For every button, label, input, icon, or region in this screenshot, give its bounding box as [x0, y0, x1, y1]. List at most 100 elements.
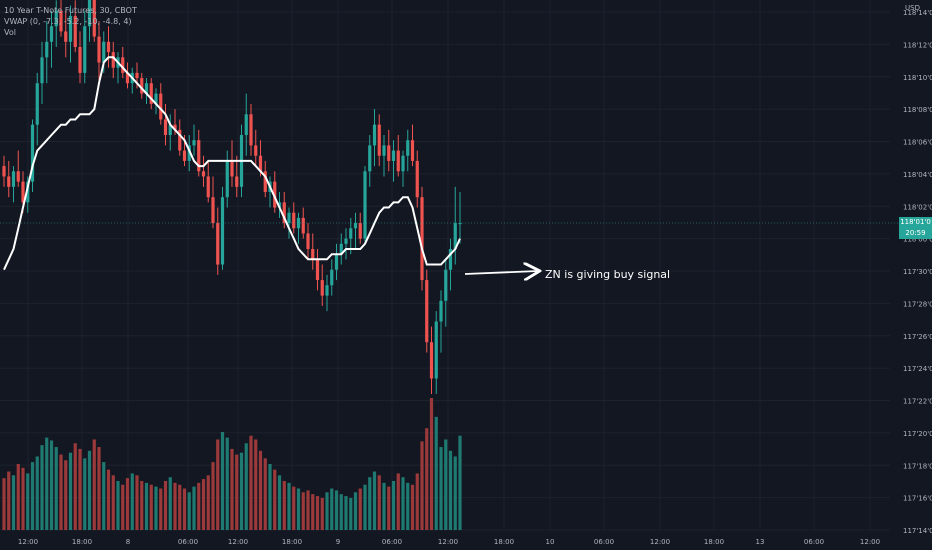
volume-bar	[64, 460, 68, 530]
candle-body	[330, 269, 334, 286]
candle	[220, 186, 225, 270]
volume-bar	[439, 447, 443, 530]
candle	[315, 248, 320, 291]
volume-bar	[320, 497, 324, 530]
y-tick-label: 117'30'0	[903, 268, 932, 276]
volume-bar	[420, 441, 424, 530]
candle	[363, 166, 367, 244]
candle	[306, 223, 310, 260]
time-axis[interactable]: 12:00 18:00 8 06:00 12:00 18:00 9 06:00 12:00 18:…	[18, 538, 880, 546]
volume-bar	[140, 480, 144, 530]
volume-legend[interactable]: Vol	[4, 28, 16, 37]
candle-body	[372, 124, 377, 146]
candle-body	[197, 140, 201, 172]
candle-body	[311, 248, 315, 260]
volume-bar	[287, 482, 291, 530]
y-tick-label: 117'16'0	[903, 495, 932, 503]
candle-body	[59, 10, 63, 32]
candle	[434, 311, 438, 395]
volume-bar	[349, 497, 353, 530]
volume-bar	[111, 475, 115, 530]
candle	[201, 155, 206, 187]
candle-body	[301, 217, 305, 234]
volume-bar	[301, 492, 305, 530]
volume-bar	[220, 431, 225, 530]
vwap-legend[interactable]: VWAP (0, -7.3, -5.2, -10, -4.8, 4)	[4, 17, 132, 26]
volume-bar	[325, 492, 329, 530]
volume-bar	[135, 475, 139, 530]
candle-body	[244, 114, 248, 136]
candle	[287, 207, 291, 239]
volume-bar	[87, 450, 92, 530]
candle	[235, 155, 239, 198]
candle	[453, 186, 457, 265]
candle	[163, 103, 168, 146]
y-tick-label: 118'06'0	[903, 139, 932, 147]
candle-body	[97, 36, 101, 63]
candle-body	[54, 10, 58, 27]
volume-bar	[16, 464, 20, 530]
candle	[458, 192, 462, 244]
candle-body	[306, 233, 310, 249]
volume-bar	[292, 486, 296, 530]
candle	[254, 129, 258, 167]
volume-bar	[182, 488, 187, 530]
x-tick-label: 12:00	[860, 538, 880, 546]
candle	[211, 176, 215, 229]
candle-body	[173, 124, 177, 130]
candle	[206, 160, 210, 203]
volume-bar	[30, 462, 35, 530]
volume-bar	[21, 467, 25, 530]
candle	[45, 21, 49, 84]
candle	[30, 119, 35, 193]
candle-body	[320, 280, 324, 296]
candle-body	[425, 280, 429, 343]
candle	[268, 176, 272, 208]
candle-body	[273, 181, 277, 208]
candle-body	[258, 155, 263, 172]
y-tick-label: 118'10'0	[903, 74, 932, 82]
candle	[178, 119, 182, 156]
volume-bar	[334, 490, 339, 530]
candle	[11, 166, 16, 203]
candle	[448, 238, 453, 291]
candle-body	[111, 52, 115, 68]
volume-bar	[311, 494, 315, 530]
volume-bar	[78, 448, 82, 530]
volume-bar	[26, 473, 30, 530]
candle	[353, 212, 358, 249]
candle	[87, 0, 92, 42]
candle-body	[296, 217, 301, 229]
candle	[92, 0, 96, 42]
y-tick-label: 117'20'0	[903, 430, 932, 438]
candle-body	[201, 171, 206, 177]
annotation-arrow	[464, 271, 538, 274]
volume-bar	[410, 484, 415, 530]
candle	[111, 41, 115, 79]
candle-body	[410, 140, 415, 161]
y-tick-label: 117'18'0	[903, 462, 932, 470]
symbol-title[interactable]: 10 Year T-Note Futures, 30, CBOT	[4, 6, 137, 15]
price-axis[interactable]: 118'14'0 118'12'0 118'10'0 118'08'0 118'06'0…	[903, 9, 932, 535]
volume-bar	[273, 469, 277, 530]
candle-body	[448, 248, 453, 270]
candle	[439, 290, 443, 353]
candle-body	[30, 124, 35, 182]
candle-body	[458, 223, 462, 225]
volume-bar	[263, 458, 267, 530]
y-tick-label: 118'04'0	[903, 171, 932, 179]
current-price-tag: 118'01'0 20:59	[899, 217, 932, 239]
volume-bar	[116, 480, 120, 530]
y-tick-label: 117'22'0	[903, 398, 932, 406]
candle	[406, 129, 410, 172]
candle	[292, 202, 296, 234]
candle	[387, 129, 391, 172]
volume-bar	[54, 447, 58, 530]
volume-bar	[163, 480, 168, 530]
x-tick-label: 12:00	[228, 538, 248, 546]
candle	[159, 83, 163, 125]
candle-body	[2, 166, 6, 177]
volume-bar	[358, 488, 362, 530]
